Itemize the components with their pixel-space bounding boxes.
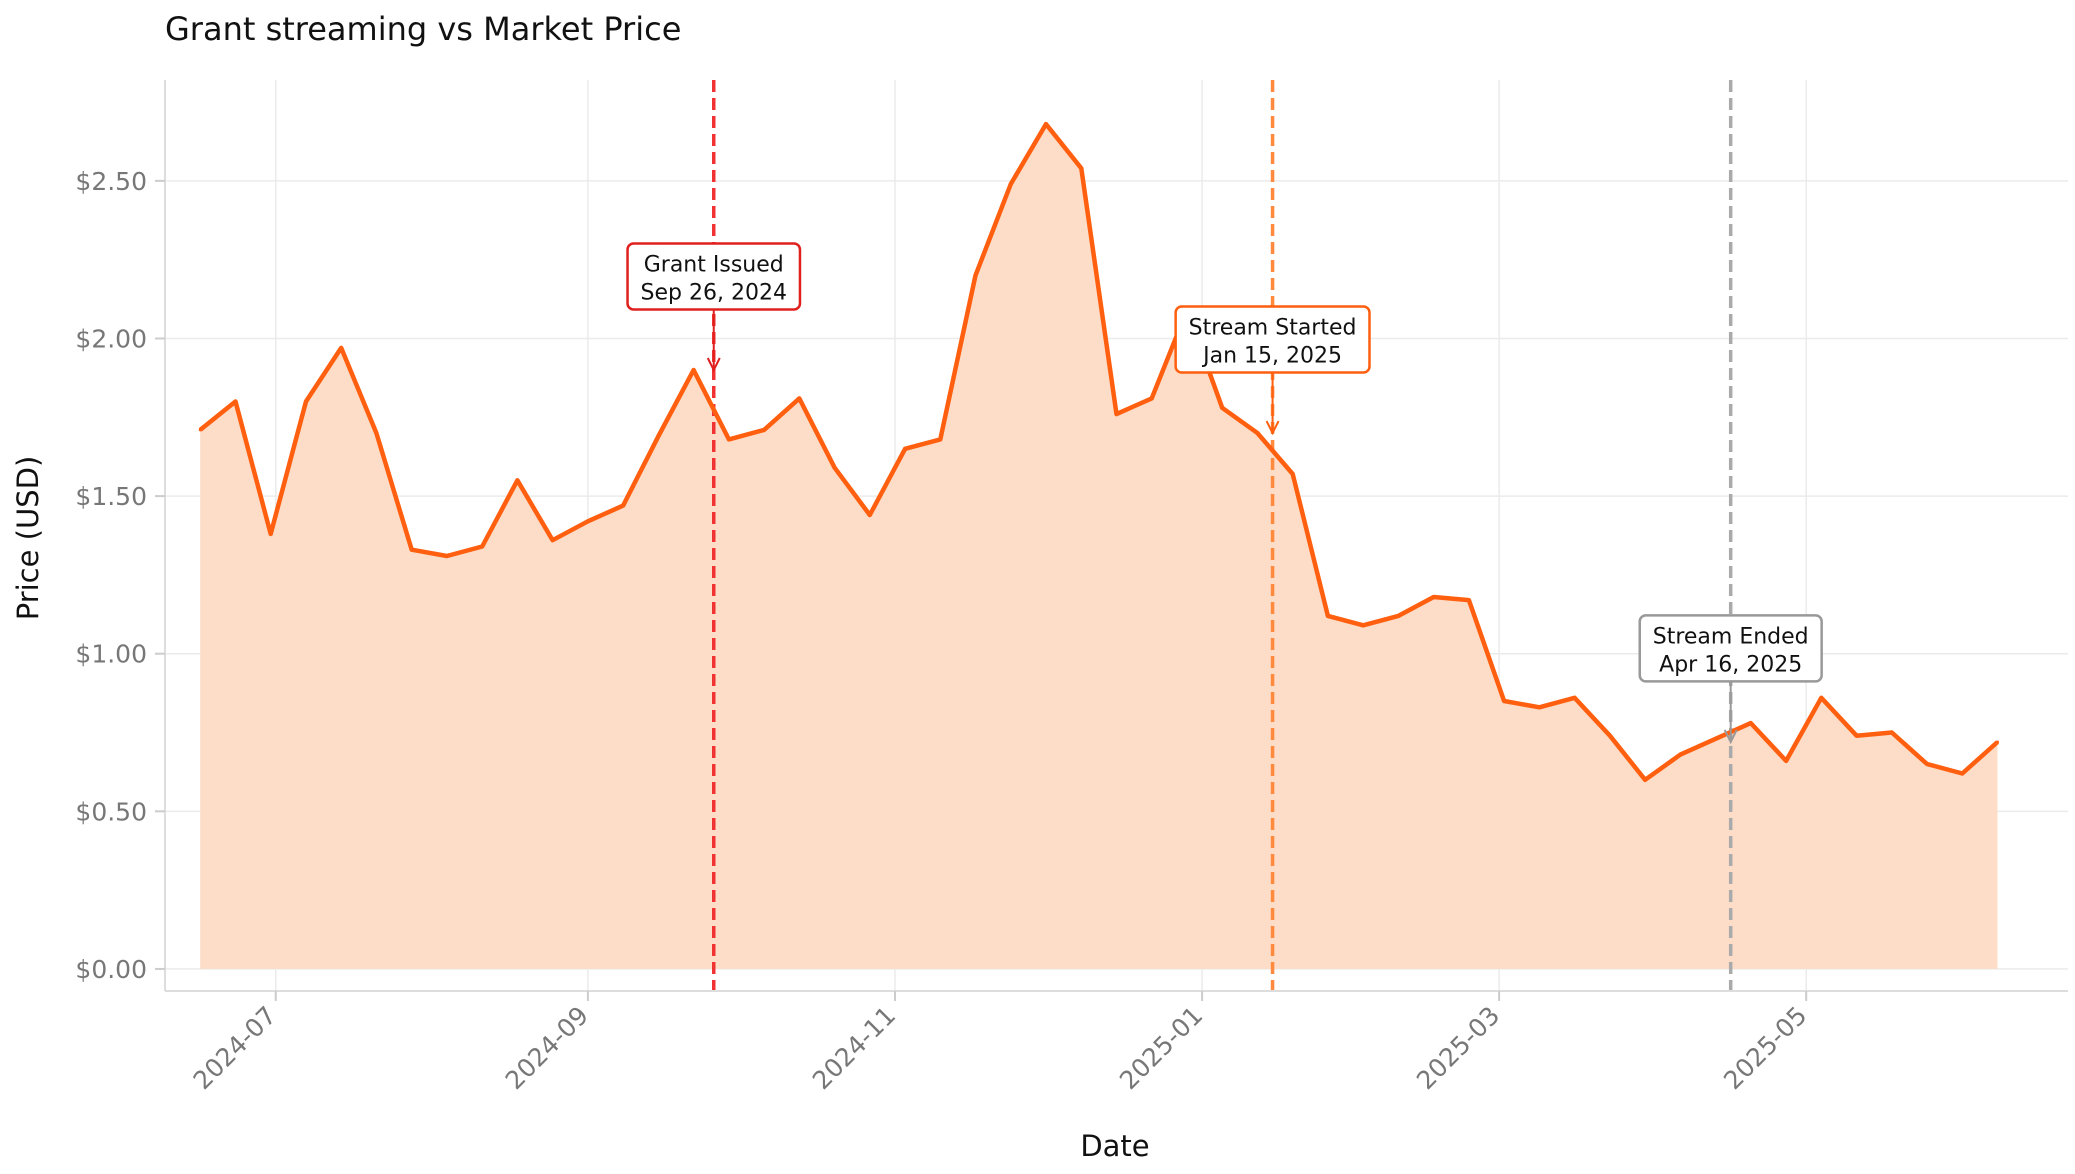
price-point-34 — [1396, 614, 1400, 618]
x-tick-label-2: 2024-11 — [807, 1001, 901, 1095]
price-point-40 — [1608, 734, 1612, 738]
price-point-50 — [1960, 771, 1964, 775]
price-point-48 — [1890, 731, 1894, 735]
price-point-46 — [1819, 696, 1823, 700]
price-point-14 — [692, 368, 696, 372]
x-axis-label: Date — [1080, 1129, 1149, 1163]
price-point-5 — [374, 431, 378, 435]
price-point-19 — [868, 513, 872, 517]
event-annotation-0: Grant Issued Sep 26, 2024 — [626, 242, 802, 373]
price-point-0 — [198, 428, 202, 432]
price-point-4 — [339, 346, 343, 350]
axes — [164, 80, 2068, 992]
price-point-6 — [410, 548, 414, 552]
x-tick-label-1: 2024-09 — [500, 1001, 594, 1095]
price-point-11 — [586, 519, 590, 523]
price-point-7 — [445, 554, 449, 558]
event-date-0: Sep 26, 2024 — [641, 280, 787, 305]
price-point-51 — [1996, 740, 2000, 744]
price-point-2 — [269, 532, 273, 536]
x-tick-label-3: 2025-01 — [1114, 1001, 1208, 1095]
price-point-30 — [1255, 431, 1259, 435]
price-point-43 — [1714, 737, 1718, 741]
price-point-20 — [903, 447, 907, 451]
event-arrow-head-0 — [706, 357, 721, 373]
price-point-49 — [1925, 762, 1929, 766]
event-annotation-2: Stream Ended Apr 16, 2025 — [1638, 614, 1823, 745]
price-point-32 — [1326, 614, 1330, 618]
y-tick-label-5: $2.50 — [75, 167, 147, 196]
x-axis-ticks: 2024-07 2024-09 2024-11 2025-01 2025-03 2025-… — [188, 991, 1812, 1095]
y-tick-label-0: $0.00 — [75, 955, 147, 984]
price-point-9 — [515, 478, 519, 482]
event-label-0: Grant Issued — [644, 252, 784, 277]
price-point-38 — [1537, 705, 1541, 709]
event-arrow-head-1 — [1265, 420, 1280, 436]
price-point-41 — [1643, 778, 1647, 782]
event-lines — [711, 80, 1733, 991]
x-tick-label-5: 2025-05 — [1718, 1001, 1812, 1095]
price-point-42 — [1678, 753, 1682, 757]
price-point-33 — [1361, 623, 1365, 627]
price-point-23 — [1009, 182, 1013, 186]
event-label-2: Stream Ended — [1653, 624, 1809, 649]
price-point-12 — [621, 504, 625, 508]
y-axis-ticks: $0.00 $0.50 $1.00 $1.50 $2.00 $2.50 — [75, 167, 165, 984]
y-tick-label-4: $2.00 — [75, 324, 147, 353]
x-tick-label-0: 2024-07 — [188, 1001, 282, 1095]
price-point-47 — [1855, 734, 1859, 738]
price-point-36 — [1467, 598, 1471, 602]
x-tick-label-4: 2025-03 — [1411, 1001, 1505, 1095]
price-point-44 — [1749, 721, 1753, 725]
y-tick-label-2: $1.00 — [75, 640, 147, 669]
price-point-21 — [938, 437, 942, 441]
price-point-27 — [1150, 396, 1154, 400]
price-point-24 — [1044, 122, 1048, 126]
event-date-2: Apr 16, 2025 — [1659, 652, 1802, 677]
y-tick-label-1: $0.50 — [75, 797, 147, 826]
price-point-17 — [797, 396, 801, 400]
price-point-8 — [480, 545, 484, 549]
chart-title: Grant streaming vs Market Price — [165, 10, 681, 48]
price-point-39 — [1573, 696, 1577, 700]
price-line — [198, 121, 2000, 783]
price-point-26 — [1115, 412, 1118, 416]
event-arrow-head-2 — [1723, 729, 1738, 745]
price-point-16 — [762, 428, 766, 432]
price-point-18 — [833, 466, 837, 470]
price-point-22 — [974, 273, 978, 277]
price-point-31 — [1291, 472, 1295, 476]
price-point-25 — [1079, 166, 1083, 170]
price-point-10 — [551, 538, 555, 542]
price-area-fill — [200, 124, 1998, 969]
event-annotation-1: Stream Started Jan 15, 2025 — [1174, 305, 1371, 436]
price-point-45 — [1784, 759, 1788, 763]
price-point-37 — [1502, 699, 1506, 703]
event-annotations: Grant Issued Sep 26, 2024 Stream Started Ja… — [626, 242, 1823, 745]
event-date-1: Jan 15, 2025 — [1201, 343, 1342, 368]
y-axis-label: Price (USD) — [11, 456, 45, 621]
price-points — [198, 122, 2000, 782]
event-label-1: Stream Started — [1189, 315, 1357, 340]
price-point-15 — [727, 437, 731, 441]
price-point-35 — [1432, 595, 1436, 599]
price-point-1 — [233, 400, 237, 404]
price-point-29 — [1220, 406, 1224, 410]
price-point-13 — [656, 434, 660, 438]
y-tick-label-3: $1.50 — [75, 482, 147, 511]
price-point-3 — [304, 400, 308, 404]
